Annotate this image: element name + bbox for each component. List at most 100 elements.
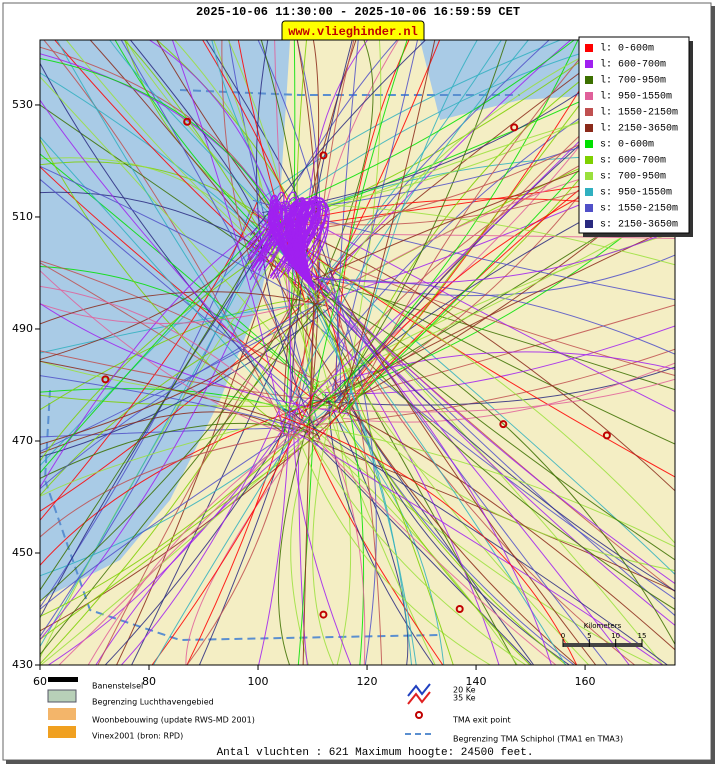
airport-icon xyxy=(47,689,77,703)
tma-label: Begrenzing TMA Schiphol (TMA1 en TMA3) xyxy=(453,735,623,744)
flight-track xyxy=(40,237,286,462)
flight-track xyxy=(121,407,281,665)
flight-track xyxy=(312,402,335,665)
legend-box xyxy=(578,36,690,234)
flight-track xyxy=(40,306,332,458)
flight-track xyxy=(40,57,282,224)
flight-track xyxy=(40,360,319,411)
flight-track xyxy=(253,231,577,665)
flight-track xyxy=(258,202,291,665)
flight-track xyxy=(304,228,675,284)
flight-track xyxy=(40,417,312,610)
legend-swatch xyxy=(585,220,593,228)
flight-track xyxy=(40,288,303,602)
flight-track xyxy=(40,418,283,497)
legend-swatch xyxy=(585,140,593,148)
flight-track xyxy=(277,416,311,665)
flight-loop xyxy=(302,201,330,291)
x-tick-label: 60 xyxy=(33,675,47,688)
flight-track xyxy=(261,233,675,239)
flight-track xyxy=(334,272,675,445)
flight-track xyxy=(130,40,254,214)
flight-track xyxy=(322,291,675,561)
legend-swatch xyxy=(585,92,593,100)
flight-track xyxy=(331,40,418,391)
flight-track xyxy=(40,225,278,640)
flight-track xyxy=(328,379,575,665)
flight-track xyxy=(319,291,675,645)
flight-track xyxy=(267,217,436,665)
flight-track xyxy=(311,366,675,406)
flight-track xyxy=(40,433,299,538)
legend-label: s: 950-1550m xyxy=(600,188,672,199)
key-label: Vinex2001 (bron: RPD) xyxy=(92,732,183,741)
flight-track xyxy=(152,417,305,665)
housing-icon xyxy=(48,708,76,720)
flight-track xyxy=(116,223,287,665)
legend-label: l: 950-1550m xyxy=(600,91,672,103)
badge[interactable]: www.vlieghinder.nl xyxy=(288,25,418,39)
legend-label: l: 0-600m xyxy=(600,43,654,55)
flight-track xyxy=(40,298,309,411)
flight-track xyxy=(284,425,663,665)
legend-swatch xyxy=(585,108,593,116)
legend-swatch xyxy=(585,156,593,164)
flight-track xyxy=(256,208,630,665)
y-tick-label: 510 xyxy=(12,210,33,223)
flight-track xyxy=(347,408,567,665)
y-tick-label: 450 xyxy=(12,546,33,559)
exit-point xyxy=(602,431,611,440)
scale-label: 0 xyxy=(561,632,565,640)
flight-track xyxy=(312,378,675,413)
legend-label: l: 2150-3650m xyxy=(600,123,678,135)
flight-track xyxy=(299,40,579,426)
flight-track xyxy=(269,234,413,665)
legend-swatch xyxy=(585,204,593,212)
flight-track xyxy=(186,279,323,665)
flight-track xyxy=(325,385,531,665)
legend-label: s: 0-600m xyxy=(600,140,654,151)
y-tick-label: 490 xyxy=(12,322,33,335)
footer: Antal vluchten : 621 Maximum hoogte: 245… xyxy=(217,747,534,759)
flight-track xyxy=(321,40,616,307)
key-label: Begrenzing Luchthavengebied xyxy=(92,698,214,707)
flight-track xyxy=(308,436,527,665)
flight-loop xyxy=(272,206,316,291)
legend-swatch xyxy=(585,60,593,68)
x-tick-label: 140 xyxy=(466,675,487,688)
x-tick-label: 80 xyxy=(142,675,156,688)
exit-icon xyxy=(415,711,423,719)
x-tick-label: 100 xyxy=(248,675,269,688)
flight-track xyxy=(302,301,315,665)
legend-label: s: 1550-2150m xyxy=(600,204,678,215)
title: 2025-10-06 11:30:00 - 2025-10-06 16:59:5… xyxy=(196,5,520,19)
flight-track xyxy=(40,299,326,490)
flight-track xyxy=(297,422,308,665)
flight-track xyxy=(306,295,675,610)
shadow xyxy=(711,6,715,764)
flight-track xyxy=(40,285,300,432)
legend-swatch xyxy=(585,124,593,132)
flight-track xyxy=(40,153,342,411)
noise-icon xyxy=(407,683,431,697)
x-tick-label: 120 xyxy=(357,675,378,688)
flight-track xyxy=(307,40,408,425)
flight-track xyxy=(40,166,312,399)
flight-track xyxy=(40,165,304,301)
legend-swatch xyxy=(585,76,593,84)
runway-icon xyxy=(48,677,78,682)
scale-title: Kilometers xyxy=(584,622,622,630)
flight-track xyxy=(40,375,292,427)
flight-track xyxy=(40,204,283,474)
flight-track xyxy=(283,408,668,665)
flight-track xyxy=(342,362,675,423)
key-label: Banenstelsel xyxy=(92,682,143,691)
legend-label: l: 600-700m xyxy=(600,59,666,71)
legend-label: s: 700-950m xyxy=(600,172,666,183)
scale-label: 5 xyxy=(587,632,591,640)
tma-border xyxy=(43,89,520,642)
flight-track xyxy=(287,407,491,665)
flight-track xyxy=(40,53,284,221)
flight-track xyxy=(40,287,335,655)
noise-icon xyxy=(407,691,431,705)
